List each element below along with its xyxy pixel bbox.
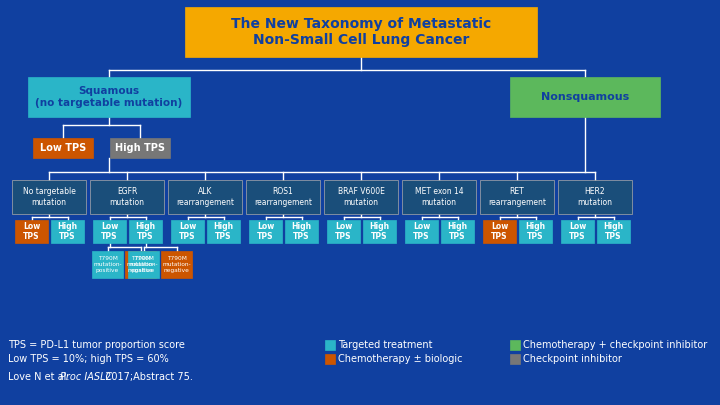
- Text: Chemotherapy ± biologic: Chemotherapy ± biologic: [338, 354, 462, 364]
- Text: T790M
mutation-
negative: T790M mutation- negative: [162, 256, 191, 273]
- FancyBboxPatch shape: [93, 220, 126, 243]
- FancyBboxPatch shape: [12, 180, 86, 214]
- FancyBboxPatch shape: [110, 138, 170, 158]
- Text: EGFR
mutation: EGFR mutation: [109, 188, 145, 207]
- FancyBboxPatch shape: [558, 180, 632, 214]
- FancyBboxPatch shape: [510, 77, 660, 117]
- Text: High
TPS: High TPS: [135, 222, 156, 241]
- Text: 2017;Abstract 75.: 2017;Abstract 75.: [102, 372, 193, 382]
- FancyBboxPatch shape: [171, 220, 204, 243]
- FancyBboxPatch shape: [15, 220, 48, 243]
- Text: T790M
mutation-
positive: T790M mutation- positive: [93, 256, 122, 273]
- FancyBboxPatch shape: [28, 77, 190, 117]
- Text: BRAF V600E
mutation: BRAF V600E mutation: [338, 188, 384, 207]
- FancyBboxPatch shape: [510, 354, 520, 364]
- Text: No targetable
mutation: No targetable mutation: [22, 188, 76, 207]
- Text: RET
rearrangement: RET rearrangement: [488, 188, 546, 207]
- FancyBboxPatch shape: [285, 220, 318, 243]
- FancyBboxPatch shape: [324, 180, 398, 214]
- Text: The New Taxonomy of Metastatic
Non-Small Cell Lung Cancer: The New Taxonomy of Metastatic Non-Small…: [231, 17, 491, 47]
- Text: Proc IASLC: Proc IASLC: [60, 372, 112, 382]
- Text: Targeted treatment: Targeted treatment: [338, 340, 433, 350]
- Text: ALK
rearrangement: ALK rearrangement: [176, 188, 234, 207]
- Text: Low
TPS: Low TPS: [101, 222, 118, 241]
- Text: Low
TPS: Low TPS: [335, 222, 352, 241]
- FancyBboxPatch shape: [246, 180, 320, 214]
- FancyBboxPatch shape: [510, 340, 520, 350]
- FancyBboxPatch shape: [90, 180, 164, 214]
- FancyBboxPatch shape: [92, 251, 123, 278]
- Text: High TPS: High TPS: [115, 143, 165, 153]
- FancyBboxPatch shape: [325, 340, 335, 350]
- FancyBboxPatch shape: [519, 220, 552, 243]
- Text: High
TPS: High TPS: [292, 222, 312, 241]
- Text: High
TPS: High TPS: [526, 222, 546, 241]
- Text: Low
TPS: Low TPS: [257, 222, 274, 241]
- FancyBboxPatch shape: [402, 180, 476, 214]
- FancyBboxPatch shape: [441, 220, 474, 243]
- Text: T790M
mutation-
negative: T790M mutation- negative: [126, 256, 155, 273]
- Text: ROS1
rearrangement: ROS1 rearrangement: [254, 188, 312, 207]
- Text: Low TPS: Low TPS: [40, 143, 86, 153]
- Text: Low
TPS: Low TPS: [569, 222, 586, 241]
- FancyBboxPatch shape: [561, 220, 594, 243]
- Text: HER2
mutation: HER2 mutation: [577, 188, 613, 207]
- FancyBboxPatch shape: [33, 138, 93, 158]
- FancyBboxPatch shape: [325, 354, 335, 364]
- FancyBboxPatch shape: [185, 7, 537, 57]
- FancyBboxPatch shape: [405, 220, 438, 243]
- Text: Low
TPS: Low TPS: [179, 222, 196, 241]
- Text: Checkpoint inhibitor: Checkpoint inhibitor: [523, 354, 622, 364]
- Text: T790M
mutation-
positive: T790M mutation- positive: [129, 256, 158, 273]
- Text: High
TPS: High TPS: [603, 222, 624, 241]
- Text: Low
TPS: Low TPS: [491, 222, 508, 241]
- FancyBboxPatch shape: [207, 220, 240, 243]
- FancyBboxPatch shape: [597, 220, 630, 243]
- Text: Low TPS = 10%; high TPS = 60%: Low TPS = 10%; high TPS = 60%: [8, 354, 168, 364]
- Text: High
TPS: High TPS: [58, 222, 78, 241]
- Text: MET exon 14
mutation: MET exon 14 mutation: [415, 188, 463, 207]
- Text: Squamous
(no targetable mutation): Squamous (no targetable mutation): [35, 86, 183, 108]
- Text: High
TPS: High TPS: [447, 222, 467, 241]
- FancyBboxPatch shape: [483, 220, 516, 243]
- Text: High
TPS: High TPS: [213, 222, 233, 241]
- Text: TPS = PD-L1 tumor proportion score: TPS = PD-L1 tumor proportion score: [8, 340, 185, 350]
- FancyBboxPatch shape: [125, 251, 156, 278]
- Text: Love N et al.: Love N et al.: [8, 372, 73, 382]
- Text: Low
TPS: Low TPS: [413, 222, 430, 241]
- FancyBboxPatch shape: [249, 220, 282, 243]
- FancyBboxPatch shape: [480, 180, 554, 214]
- Text: Nonsquamous: Nonsquamous: [541, 92, 629, 102]
- Text: High
TPS: High TPS: [369, 222, 390, 241]
- Text: Chemotherapy + checkpoint inhibitor: Chemotherapy + checkpoint inhibitor: [523, 340, 707, 350]
- Text: Low
TPS: Low TPS: [23, 222, 40, 241]
- FancyBboxPatch shape: [161, 251, 192, 278]
- FancyBboxPatch shape: [363, 220, 396, 243]
- FancyBboxPatch shape: [129, 220, 162, 243]
- FancyBboxPatch shape: [327, 220, 360, 243]
- FancyBboxPatch shape: [168, 180, 242, 214]
- FancyBboxPatch shape: [128, 251, 159, 278]
- FancyBboxPatch shape: [51, 220, 84, 243]
